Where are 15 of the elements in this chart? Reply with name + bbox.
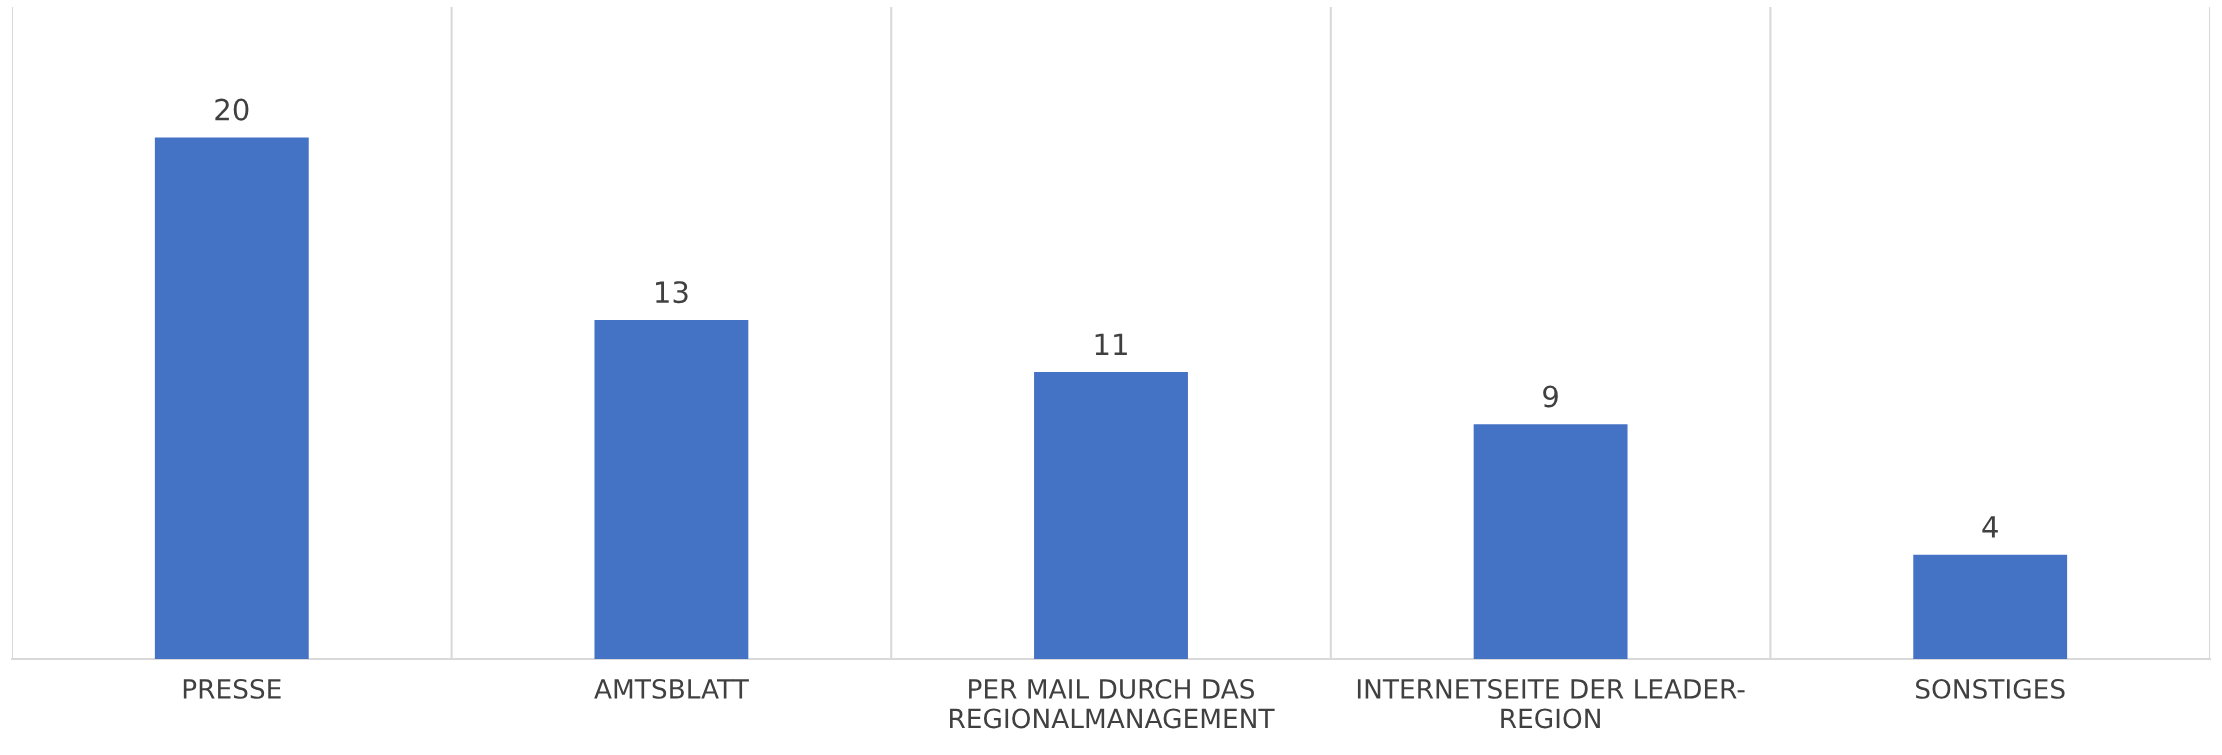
bar (1034, 372, 1188, 659)
x-tick-label: PER MAIL DURCH DAS REGIONALMANAGEMENT (950, 678, 1275, 729)
data-label: 20 (215, 98, 249, 121)
data-label: 11 (1095, 333, 1127, 355)
bar (1913, 554, 2068, 659)
x-tick-label: INTERNETSEITE DER LEADER-REGION (1357, 678, 1745, 729)
bar (594, 319, 749, 659)
data-label: 9 (1543, 385, 1558, 408)
x-tick-label: SONSTIGES (1916, 678, 2065, 699)
bar (1473, 424, 1628, 659)
x-tick-label: PRESSE (183, 678, 281, 699)
data-label: 13 (656, 281, 688, 304)
x-tick-label: AMTSBLATT (594, 678, 749, 699)
bar (154, 137, 309, 659)
data-label: 4 (1982, 516, 1998, 538)
